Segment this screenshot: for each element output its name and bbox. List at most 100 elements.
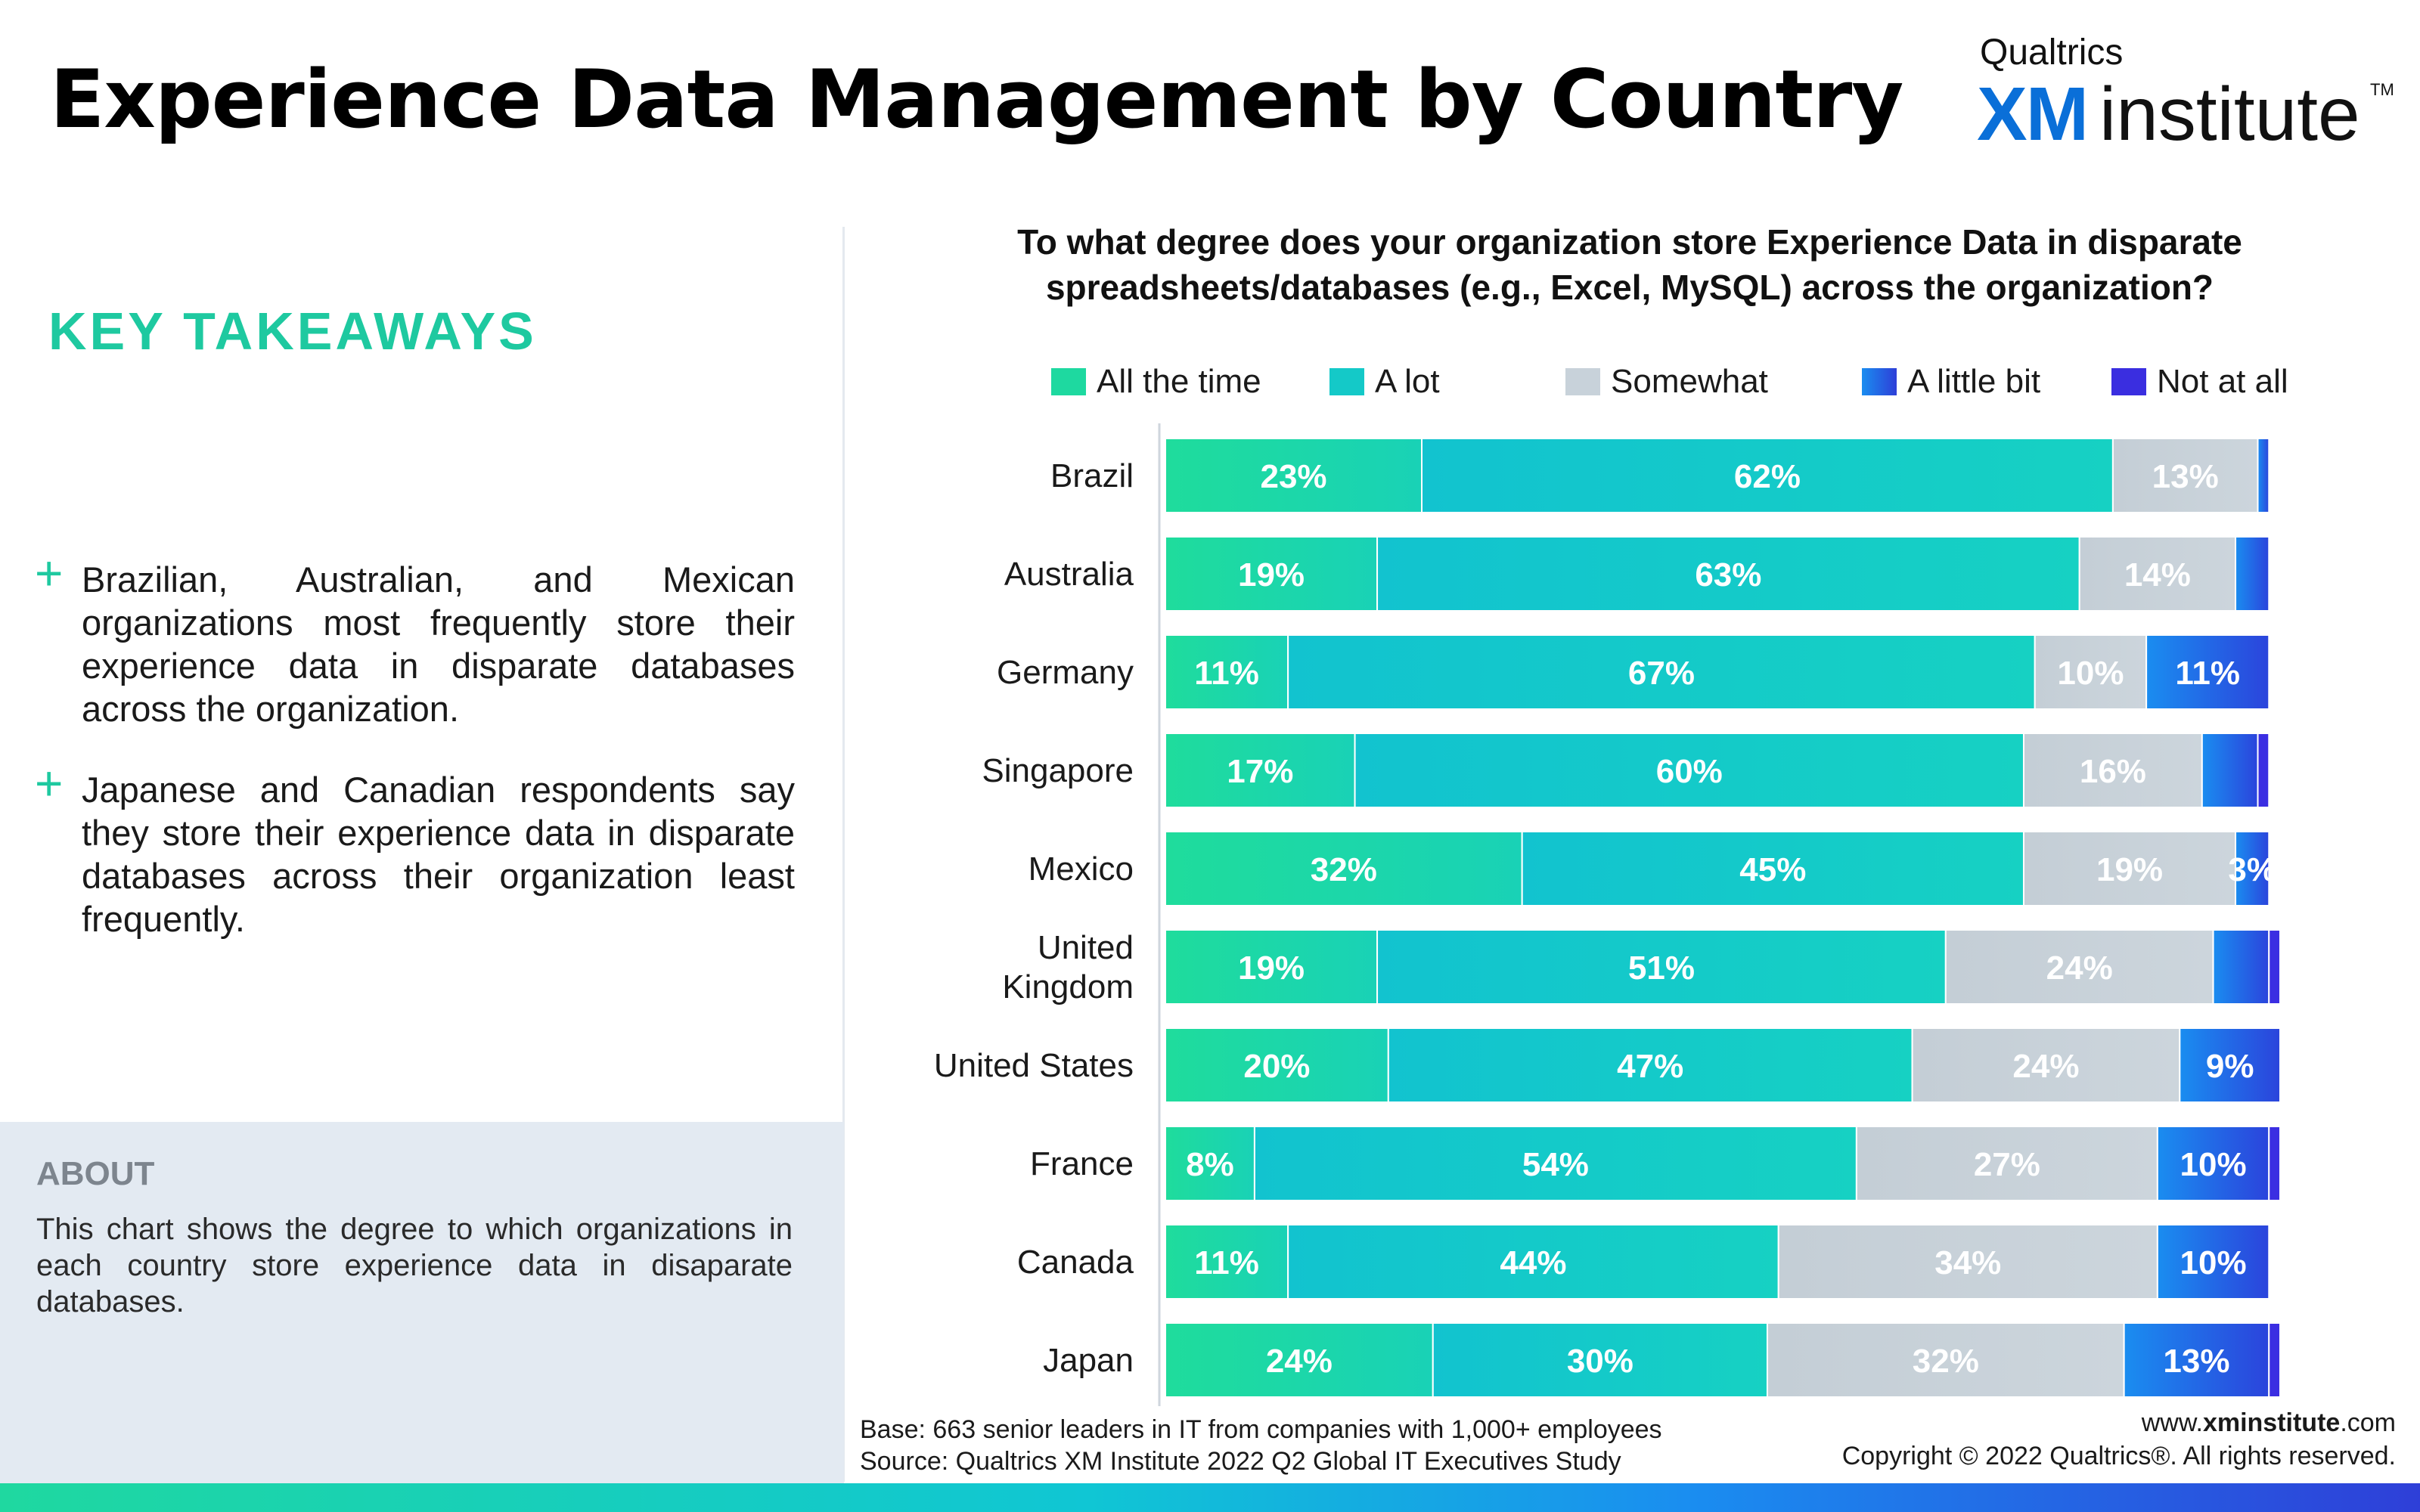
bar-segment [2022,831,2237,906]
category-label: France [1030,1145,1134,1182]
data-label: 19% [1238,950,1305,987]
legend-item-not-at-all: Not at all [2111,355,2288,408]
bar-segment [2268,1322,2282,1398]
bar-segment [1944,929,2214,1005]
chart-legend: All the time A lot Somewhat A little bit… [1051,355,2382,408]
bottom-gradient-bar [0,1483,2420,1512]
chart-title: To what degree does your organization st… [1017,222,2242,307]
about-panel: ABOUT This chart shows the degree to whi… [0,1122,844,1483]
data-label: 19% [1238,556,1305,593]
data-label: 32% [1311,851,1377,888]
bar-segment [2022,733,2203,808]
legend-swatch [1862,368,1897,395]
bar-segment [1165,831,1523,906]
data-label: 10% [2057,655,2124,692]
data-label: 34% [1934,1244,2001,1281]
data-label: 8% [1186,1146,1234,1183]
about-heading: ABOUT [36,1155,155,1192]
brand-xm-text: XM [1977,72,2089,156]
legend-label: A little bit [1907,363,2041,400]
data-label: 62% [1734,458,1801,495]
website-link[interactable]: www.xminstitute.com [1842,1406,2396,1439]
legend-item-a-little-bit: A little bit [1862,355,2040,408]
data-label: 24% [1266,1343,1333,1380]
footer-notes: Base: 663 senior leaders in IT from comp… [860,1414,1662,1477]
plus-icon: + [35,756,64,810]
url-prefix: www. [2141,1408,2203,1437]
bar-segment [1421,438,2114,513]
category-label: United States [934,1047,1134,1084]
bar-segment [2179,1027,2281,1103]
takeaway-item: + Brazilian, Australian, and Mexican org… [35,549,795,730]
category-label: Germany [997,654,1134,691]
bar-segment [2268,929,2282,1005]
bar-segment [1287,634,2036,710]
bar-segment [2201,733,2259,808]
data-label: 32% [1913,1343,1979,1380]
footer-credits: www.xminstitute.com Copyright © 2022 Qua… [1842,1406,2396,1473]
category-label: Japan [1043,1342,1134,1379]
bar-segment [1253,1126,1857,1201]
legend-item-somewhat: Somewhat [1565,355,1768,408]
data-label: 54% [1522,1146,1589,1183]
bar-segment [1387,1027,1913,1103]
category-label: Canada [1017,1244,1134,1281]
data-label: 10% [2180,1244,2247,1281]
bar-segment [2034,634,2148,710]
legend-label: Somewhat [1611,363,1768,400]
about-text: This chart shows the degree to which org… [36,1213,793,1318]
legend-swatch [1565,368,1600,395]
bar-segment [1165,634,1289,710]
data-label: 51% [1628,950,1695,987]
bar-segment [1165,1224,1289,1300]
brand-logo: Qualtrics XM institute TM [1977,29,2394,156]
copyright-text: Copyright © 2022 Qualtrics®. All rights … [1841,1442,2396,1470]
data-label: 24% [2012,1048,2079,1085]
brand-qualtrics-text: Qualtrics [1980,33,2124,73]
data-label: 24% [2046,950,2113,987]
data-label: 16% [2080,753,2146,790]
data-label: 13% [2163,1343,2229,1380]
bar-segment [1165,438,1423,513]
category-label: Brazil [1050,457,1134,494]
data-label: 9% [2206,1048,2254,1085]
legend-item-a-lot: A lot [1329,355,1440,408]
bar-segment [2235,536,2270,612]
bar-segment [1354,733,2024,808]
data-label: 63% [1695,556,1761,593]
bar-segment [2145,634,2270,710]
data-label: 14% [2124,556,2191,593]
bar-segment [1287,1224,1779,1300]
bar-segment [1165,929,1379,1005]
data-label: 30% [1567,1343,1634,1380]
data-label: 47% [1617,1048,1683,1085]
takeaway-text: Japanese and Canadian respondents say th… [82,770,795,939]
bar-segment [1766,1322,2125,1398]
category-label: Singapore [982,752,1134,789]
bar-segment [1165,536,1379,612]
bar-segment [1376,536,2080,612]
panel-divider [842,227,845,1482]
bar-segment [2268,1126,2282,1201]
key-takeaways-heading: KEY TAKEAWAYS [48,302,537,361]
bar-segment [2235,831,2270,906]
data-label: 23% [1260,458,1326,495]
bar-segment [1855,1126,2158,1201]
bar-segment [1911,1027,2181,1103]
data-label: 13% [2152,458,2219,495]
bar-segment [2257,733,2270,808]
bar-segment [1376,929,1947,1005]
data-label: 19% [2096,851,2163,888]
bar-segment [2078,536,2237,612]
legend-label: Not at all [2157,363,2288,400]
data-label: 3% [2228,851,2276,888]
data-label: 67% [1628,655,1695,692]
brand-institute-text: institute [2099,72,2360,156]
bar-segment [2156,1224,2270,1300]
data-label: 45% [1739,851,1806,888]
takeaway-item: + Japanese and Canadian respondents say … [35,759,795,940]
takeaway-text: Brazilian, Australian, and Mexican organ… [82,559,795,729]
data-label: 11% [1194,655,1259,692]
category-label: Australia [1004,556,1134,593]
bar-segment [2156,1126,2270,1201]
